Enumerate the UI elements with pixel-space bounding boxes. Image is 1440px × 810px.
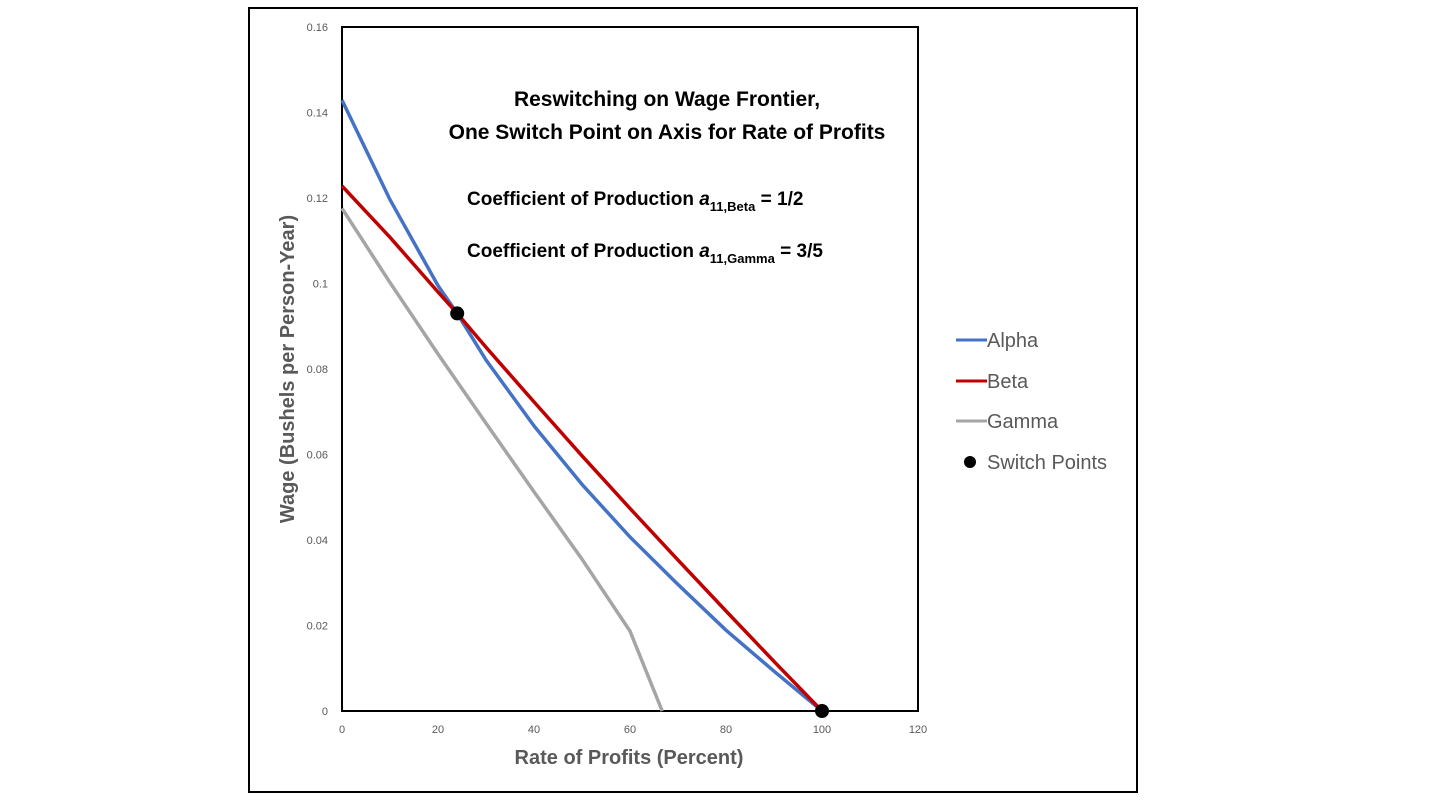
x-tick-label: 100 <box>813 724 831 736</box>
x-axis-title: Rate of Profits (Percent) <box>515 747 744 769</box>
x-tick-label: 0 <box>339 724 345 736</box>
legend-label-beta: Beta <box>987 371 1029 393</box>
annotation-beta-prefix: Coefficient of Production <box>467 189 699 210</box>
y-axis-ticks: 0 0.02 0.04 0.06 0.08 0.1 0.12 0.14 0.16 <box>307 22 328 718</box>
annotation-beta-symbol: a <box>699 189 710 210</box>
annotation-beta-subscript: 11,Beta <box>710 199 756 214</box>
chart-title-line-1: Reswitching on Wage Frontier, <box>514 88 820 111</box>
annotation-gamma-symbol: a <box>699 241 710 262</box>
chart-title-line-2: One Switch Point on Axis for Rate of Pro… <box>449 121 886 144</box>
series-line-beta <box>340 184 824 713</box>
y-tick-label: 0 <box>322 706 328 718</box>
x-axis-ticks: 0 20 40 60 80 100 120 <box>339 724 927 736</box>
x-tick-label: 20 <box>432 724 444 736</box>
x-tick-label: 120 <box>909 724 927 736</box>
legend: Alpha Beta Gamma Switch Points <box>956 330 1107 474</box>
legend-label-gamma: Gamma <box>987 411 1059 433</box>
y-tick-label: 0.06 <box>307 450 328 462</box>
switch-point-marker <box>815 704 829 718</box>
switch-points-layer <box>450 306 829 718</box>
y-tick-label: 0.1 <box>313 279 328 291</box>
series-line-gamma <box>340 207 664 712</box>
y-tick-label: 0.14 <box>307 108 328 120</box>
y-tick-label: 0.12 <box>307 193 328 205</box>
legend-label-switch-points: Switch Points <box>987 452 1107 474</box>
annotation-beta-coefficient: Coefficient of Production a11,Beta = 1/2 <box>467 189 803 214</box>
plot-area <box>341 26 919 712</box>
series-layer <box>340 99 824 713</box>
x-tick-label: 60 <box>624 724 636 736</box>
y-tick-label: 0.04 <box>307 535 328 547</box>
y-tick-label: 0.08 <box>307 364 328 376</box>
annotation-gamma-subscript: 11,Gamma <box>710 251 776 266</box>
y-tick-label: 0.16 <box>307 22 328 34</box>
legend-marker-switch-points <box>964 456 976 468</box>
switch-point-marker <box>450 306 465 321</box>
x-tick-label: 80 <box>720 724 732 736</box>
annotation-gamma-prefix: Coefficient of Production <box>467 241 699 262</box>
y-tick-label: 0.02 <box>307 621 328 633</box>
legend-label-alpha: Alpha <box>987 330 1039 352</box>
series-line-alpha <box>340 99 824 713</box>
x-tick-label: 40 <box>528 724 540 736</box>
annotation-gamma-coefficient: Coefficient of Production a11,Gamma = 3/… <box>467 241 823 266</box>
annotation-beta-suffix: = 1/2 <box>755 189 803 210</box>
y-axis-title: Wage (Bushels per Person-Year) <box>277 215 299 523</box>
annotation-gamma-suffix: = 3/5 <box>775 241 823 262</box>
